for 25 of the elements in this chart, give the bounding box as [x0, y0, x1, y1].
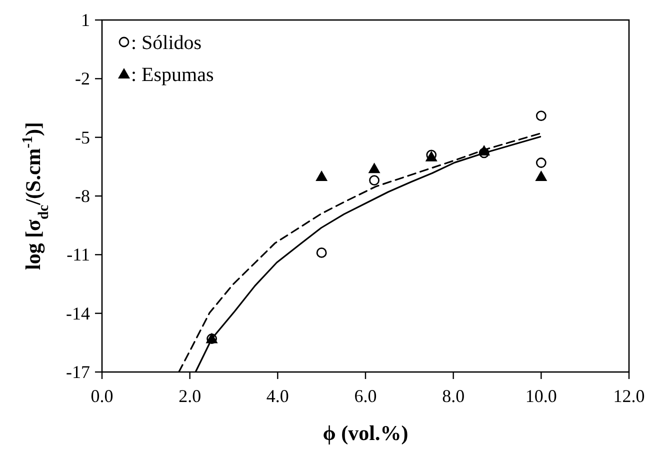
- y-tick-label: -2: [75, 68, 90, 89]
- y-tick-label: -11: [66, 244, 90, 265]
- legend-entry: : Sólidos: [118, 32, 202, 54]
- point: [316, 248, 327, 258]
- legend-entry: : Espumas: [118, 64, 214, 86]
- point: [316, 170, 328, 181]
- x-tick-label: 10.0: [525, 386, 557, 406]
- point: [369, 175, 380, 186]
- x-axis-title: ϕ (vol.%): [322, 421, 408, 445]
- y-tick-label: -14: [66, 303, 90, 324]
- y-tick-label: -17: [66, 362, 90, 382]
- x-tick-label: 6.0: [354, 386, 377, 406]
- point: [536, 110, 546, 122]
- y-tick-label: -5: [75, 127, 90, 148]
- x-tick-label: 2.0: [178, 386, 202, 406]
- x-tick-label: 8.0: [442, 386, 465, 406]
- x-tick-label: 0.0: [90, 386, 114, 406]
- point: [536, 158, 546, 168]
- x-tick-label: 12.0: [613, 386, 645, 406]
- y-tick-label: 1: [81, 10, 90, 30]
- y-tick-label: -8: [75, 186, 90, 206]
- point: [368, 162, 380, 174]
- x-tick-label: 4.0: [266, 386, 289, 406]
- point: [535, 170, 548, 181]
- point: [478, 148, 490, 158]
